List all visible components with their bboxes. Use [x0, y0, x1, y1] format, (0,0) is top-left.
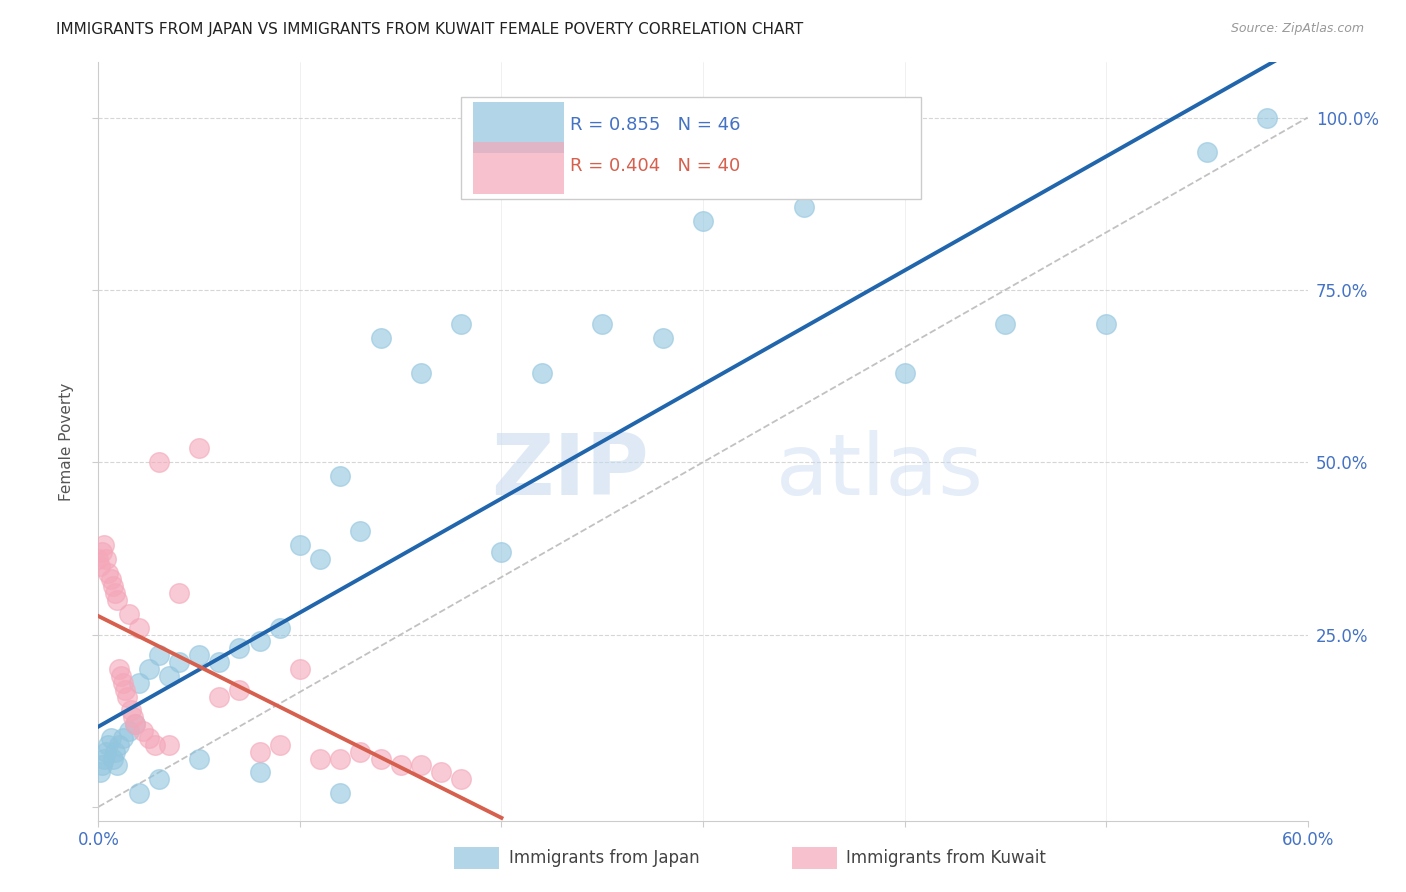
Point — [288, 662, 311, 676]
Point — [103, 745, 125, 759]
Point — [167, 586, 190, 600]
Point — [349, 524, 371, 538]
Text: atlas: atlas — [776, 430, 984, 514]
Point — [120, 703, 142, 717]
Point — [188, 648, 211, 663]
Point — [409, 758, 432, 772]
FancyBboxPatch shape — [474, 142, 564, 194]
Point — [389, 758, 412, 772]
Text: ZIP: ZIP — [491, 430, 648, 514]
Point — [893, 366, 915, 380]
Point — [188, 442, 211, 456]
Point — [118, 724, 141, 739]
FancyBboxPatch shape — [474, 102, 564, 153]
Point — [132, 724, 155, 739]
Point — [692, 214, 714, 228]
Text: Immigrants from Kuwait: Immigrants from Kuwait — [846, 849, 1046, 867]
Text: Immigrants from Japan: Immigrants from Japan — [509, 849, 700, 867]
Point — [111, 731, 134, 745]
Point — [128, 675, 150, 690]
Point — [148, 772, 170, 787]
Point — [288, 538, 311, 552]
Point — [100, 731, 122, 745]
Point — [143, 738, 166, 752]
Point — [97, 566, 120, 580]
Point — [530, 366, 553, 380]
Point — [148, 455, 170, 469]
Point — [370, 331, 392, 345]
Point — [138, 731, 160, 745]
Point — [157, 669, 180, 683]
Point — [110, 669, 132, 683]
Point — [269, 738, 291, 752]
Point — [249, 765, 271, 780]
Point — [89, 558, 111, 573]
Point — [128, 621, 150, 635]
Text: R = 0.855   N = 46: R = 0.855 N = 46 — [569, 116, 741, 135]
Point — [450, 318, 472, 332]
Text: R = 0.404   N = 40: R = 0.404 N = 40 — [569, 157, 740, 176]
Point — [349, 745, 371, 759]
Point — [228, 682, 250, 697]
Point — [128, 786, 150, 800]
Point — [208, 690, 231, 704]
Point — [157, 738, 180, 752]
Point — [87, 551, 110, 566]
Point — [188, 751, 211, 765]
Point — [651, 331, 673, 345]
Point — [148, 648, 170, 663]
Point — [93, 751, 115, 765]
Point — [91, 758, 114, 772]
Point — [107, 662, 129, 676]
Point — [114, 682, 136, 697]
Point — [491, 545, 513, 559]
Text: IMMIGRANTS FROM JAPAN VS IMMIGRANTS FROM KUWAIT FEMALE POVERTY CORRELATION CHART: IMMIGRANTS FROM JAPAN VS IMMIGRANTS FROM… — [56, 22, 803, 37]
Point — [101, 579, 124, 593]
Point — [228, 641, 250, 656]
Point — [101, 751, 124, 765]
Point — [115, 690, 138, 704]
Text: Source: ZipAtlas.com: Source: ZipAtlas.com — [1230, 22, 1364, 36]
Point — [89, 765, 111, 780]
Point — [167, 655, 190, 669]
Point — [91, 545, 114, 559]
Point — [103, 586, 125, 600]
Point — [1256, 111, 1278, 125]
Point — [309, 551, 332, 566]
Point — [309, 751, 332, 765]
FancyBboxPatch shape — [461, 96, 921, 199]
Point — [430, 765, 453, 780]
Point — [208, 655, 231, 669]
Point — [1195, 145, 1218, 159]
Point — [107, 738, 129, 752]
Point — [329, 751, 352, 765]
Point — [249, 634, 271, 648]
Point — [329, 469, 352, 483]
Point — [96, 745, 118, 759]
Point — [124, 717, 146, 731]
Point — [96, 551, 118, 566]
Point — [269, 621, 291, 635]
Point — [994, 318, 1017, 332]
Point — [105, 758, 128, 772]
Point — [1095, 318, 1118, 332]
Point — [97, 738, 120, 752]
Y-axis label: Female Poverty: Female Poverty — [59, 383, 75, 500]
Point — [793, 200, 815, 214]
Point — [124, 717, 146, 731]
Point — [329, 786, 352, 800]
Point — [121, 710, 143, 724]
Point — [138, 662, 160, 676]
Point — [591, 318, 613, 332]
Point — [100, 573, 122, 587]
Point — [93, 538, 115, 552]
Point — [370, 751, 392, 765]
Point — [105, 593, 128, 607]
Point — [249, 745, 271, 759]
Point — [118, 607, 141, 621]
Point — [111, 675, 134, 690]
Point — [409, 366, 432, 380]
Point — [450, 772, 472, 787]
